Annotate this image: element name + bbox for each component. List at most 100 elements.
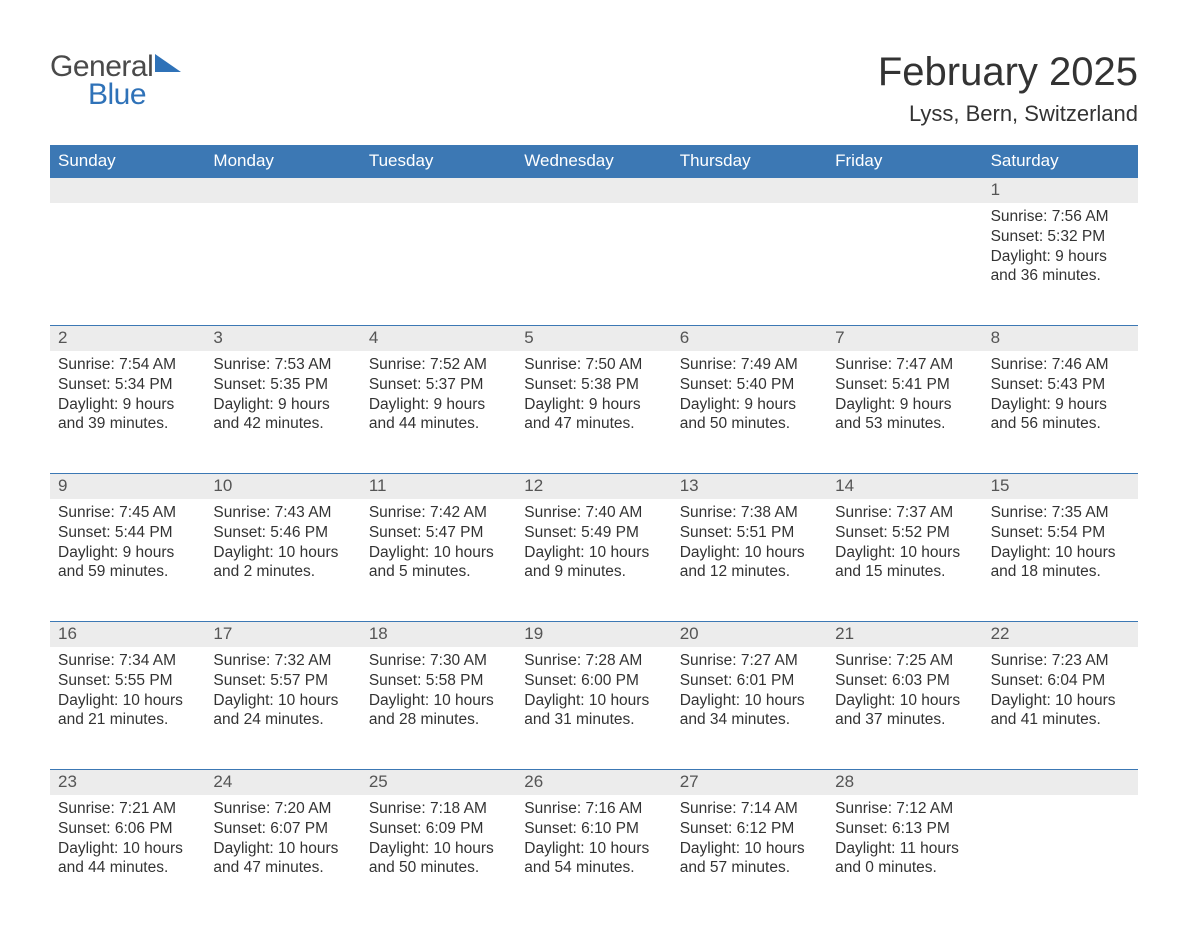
week-row: 1Sunrise: 7:56 AMSunset: 5:32 PMDaylight… <box>50 178 1138 303</box>
sunset-text: Sunset: 5:57 PM <box>213 671 352 691</box>
daylight-text: Daylight: 10 hours and 41 minutes. <box>991 691 1130 731</box>
day-cell: Sunrise: 7:38 AMSunset: 5:51 PMDaylight:… <box>672 499 827 599</box>
daylight-text: Daylight: 10 hours and 5 minutes. <box>369 543 508 583</box>
day-cell: Sunrise: 7:47 AMSunset: 5:41 PMDaylight:… <box>827 351 982 451</box>
sunrise-text: Sunrise: 7:54 AM <box>58 355 197 375</box>
sunrise-text: Sunrise: 7:21 AM <box>58 799 197 819</box>
day-number: 28 <box>827 770 982 795</box>
sunrise-text: Sunrise: 7:42 AM <box>369 503 508 523</box>
sunrise-text: Sunrise: 7:30 AM <box>369 651 508 671</box>
sunrise-text: Sunrise: 7:47 AM <box>835 355 974 375</box>
weekday-monday: Monday <box>205 145 360 178</box>
sunset-text: Sunset: 6:12 PM <box>680 819 819 839</box>
day-cell: Sunrise: 7:20 AMSunset: 6:07 PMDaylight:… <box>205 795 360 895</box>
day-number <box>516 178 671 203</box>
daylight-text: Daylight: 9 hours and 39 minutes. <box>58 395 197 435</box>
day-number: 10 <box>205 474 360 499</box>
sunrise-text: Sunrise: 7:50 AM <box>524 355 663 375</box>
day-cell: Sunrise: 7:45 AMSunset: 5:44 PMDaylight:… <box>50 499 205 599</box>
daylight-text: Daylight: 11 hours and 0 minutes. <box>835 839 974 879</box>
sunset-text: Sunset: 5:55 PM <box>58 671 197 691</box>
daylight-text: Daylight: 9 hours and 50 minutes. <box>680 395 819 435</box>
day-number: 2 <box>50 326 205 351</box>
daylight-text: Daylight: 9 hours and 56 minutes. <box>991 395 1130 435</box>
sunrise-text: Sunrise: 7:40 AM <box>524 503 663 523</box>
day-cell <box>672 203 827 303</box>
sunset-text: Sunset: 6:00 PM <box>524 671 663 691</box>
week-row: 2345678Sunrise: 7:54 AMSunset: 5:34 PMDa… <box>50 325 1138 451</box>
week-row: 16171819202122Sunrise: 7:34 AMSunset: 5:… <box>50 621 1138 747</box>
sunrise-text: Sunrise: 7:56 AM <box>991 207 1130 227</box>
daynum-row: 16171819202122 <box>50 622 1138 647</box>
daylight-text: Daylight: 9 hours and 59 minutes. <box>58 543 197 583</box>
daylight-text: Daylight: 9 hours and 36 minutes. <box>991 247 1130 287</box>
day-cell <box>983 795 1138 895</box>
day-number: 13 <box>672 474 827 499</box>
day-cell: Sunrise: 7:21 AMSunset: 6:06 PMDaylight:… <box>50 795 205 895</box>
day-cell: Sunrise: 7:12 AMSunset: 6:13 PMDaylight:… <box>827 795 982 895</box>
daynum-row: 9101112131415 <box>50 474 1138 499</box>
daynum-row: 1 <box>50 178 1138 203</box>
sunset-text: Sunset: 5:38 PM <box>524 375 663 395</box>
logo-word-blue: Blue <box>88 78 146 111</box>
daylight-text: Daylight: 10 hours and 28 minutes. <box>369 691 508 731</box>
weeks-container: 1Sunrise: 7:56 AMSunset: 5:32 PMDaylight… <box>50 178 1138 895</box>
day-cell: Sunrise: 7:16 AMSunset: 6:10 PMDaylight:… <box>516 795 671 895</box>
day-number: 14 <box>827 474 982 499</box>
sunrise-text: Sunrise: 7:12 AM <box>835 799 974 819</box>
day-cell: Sunrise: 7:34 AMSunset: 5:55 PMDaylight:… <box>50 647 205 747</box>
day-number: 1 <box>983 178 1138 203</box>
sunrise-text: Sunrise: 7:52 AM <box>369 355 508 375</box>
sunset-text: Sunset: 5:40 PM <box>680 375 819 395</box>
sunrise-text: Sunrise: 7:43 AM <box>213 503 352 523</box>
day-number: 22 <box>983 622 1138 647</box>
daylight-text: Daylight: 10 hours and 12 minutes. <box>680 543 819 583</box>
day-number: 19 <box>516 622 671 647</box>
daylight-text: Daylight: 10 hours and 37 minutes. <box>835 691 974 731</box>
sunset-text: Sunset: 5:32 PM <box>991 227 1130 247</box>
daylight-text: Daylight: 9 hours and 47 minutes. <box>524 395 663 435</box>
sunrise-text: Sunrise: 7:37 AM <box>835 503 974 523</box>
sunrise-text: Sunrise: 7:16 AM <box>524 799 663 819</box>
day-cell: Sunrise: 7:49 AMSunset: 5:40 PMDaylight:… <box>672 351 827 451</box>
sunrise-text: Sunrise: 7:14 AM <box>680 799 819 819</box>
sunrise-text: Sunrise: 7:20 AM <box>213 799 352 819</box>
day-cell: Sunrise: 7:37 AMSunset: 5:52 PMDaylight:… <box>827 499 982 599</box>
sunset-text: Sunset: 5:52 PM <box>835 523 974 543</box>
sunrise-text: Sunrise: 7:27 AM <box>680 651 819 671</box>
day-cell: Sunrise: 7:56 AMSunset: 5:32 PMDaylight:… <box>983 203 1138 303</box>
daylight-text: Daylight: 9 hours and 42 minutes. <box>213 395 352 435</box>
day-number: 7 <box>827 326 982 351</box>
day-cell: Sunrise: 7:23 AMSunset: 6:04 PMDaylight:… <box>983 647 1138 747</box>
week-row: 232425262728Sunrise: 7:21 AMSunset: 6:06… <box>50 769 1138 895</box>
daynum-row: 232425262728 <box>50 770 1138 795</box>
day-cell <box>516 203 671 303</box>
calendar-page: General Blue February 2025 Lyss, Bern, S… <box>0 0 1188 935</box>
day-number: 27 <box>672 770 827 795</box>
sunset-text: Sunset: 6:07 PM <box>213 819 352 839</box>
day-cell: Sunrise: 7:25 AMSunset: 6:03 PMDaylight:… <box>827 647 982 747</box>
daylight-text: Daylight: 10 hours and 34 minutes. <box>680 691 819 731</box>
day-number: 25 <box>361 770 516 795</box>
sunrise-text: Sunrise: 7:18 AM <box>369 799 508 819</box>
day-cell: Sunrise: 7:46 AMSunset: 5:43 PMDaylight:… <box>983 351 1138 451</box>
day-cell <box>205 203 360 303</box>
day-number: 15 <box>983 474 1138 499</box>
daylight-text: Daylight: 10 hours and 24 minutes. <box>213 691 352 731</box>
sunset-text: Sunset: 6:04 PM <box>991 671 1130 691</box>
sunset-text: Sunset: 5:58 PM <box>369 671 508 691</box>
header-row: General Blue February 2025 Lyss, Bern, S… <box>50 50 1138 135</box>
day-cell: Sunrise: 7:28 AMSunset: 6:00 PMDaylight:… <box>516 647 671 747</box>
weekday-thursday: Thursday <box>672 145 827 178</box>
sunset-text: Sunset: 5:51 PM <box>680 523 819 543</box>
day-cell: Sunrise: 7:32 AMSunset: 5:57 PMDaylight:… <box>205 647 360 747</box>
weekday-friday: Friday <box>827 145 982 178</box>
day-number: 5 <box>516 326 671 351</box>
logo: General Blue <box>50 50 183 112</box>
daylight-text: Daylight: 10 hours and 15 minutes. <box>835 543 974 583</box>
sunset-text: Sunset: 6:10 PM <box>524 819 663 839</box>
sunset-text: Sunset: 6:03 PM <box>835 671 974 691</box>
day-number <box>50 178 205 203</box>
daylight-text: Daylight: 10 hours and 31 minutes. <box>524 691 663 731</box>
sunset-text: Sunset: 5:54 PM <box>991 523 1130 543</box>
